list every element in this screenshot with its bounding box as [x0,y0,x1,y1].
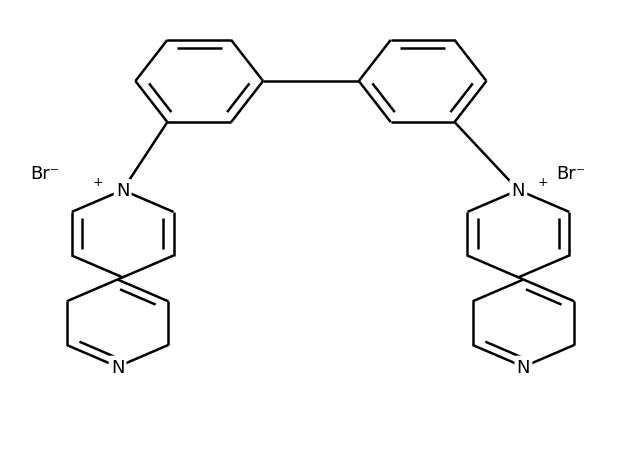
Text: +: + [93,176,104,188]
Text: +: + [537,176,548,188]
Text: N: N [517,358,530,376]
Text: N: N [111,358,124,376]
Text: Br⁻: Br⁻ [556,165,586,183]
Text: N: N [116,182,129,199]
Text: Br⁻: Br⁻ [30,165,60,183]
Text: N: N [512,182,525,199]
